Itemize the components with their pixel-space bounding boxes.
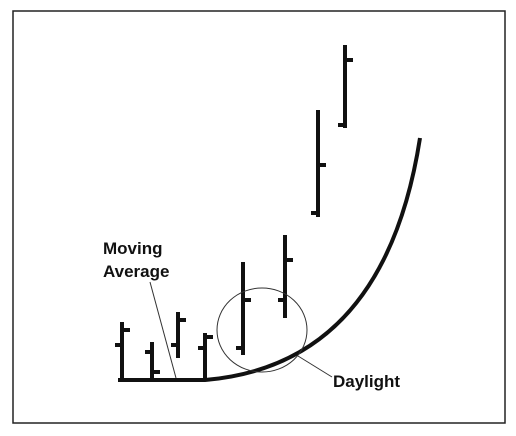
price-bar xyxy=(338,45,353,128)
moving-average-label: Average xyxy=(103,262,169,281)
price-bar xyxy=(236,262,251,355)
price-bar xyxy=(278,235,293,318)
price-bar xyxy=(311,110,326,217)
moving-average-line xyxy=(118,137,422,382)
leader-line xyxy=(149,281,177,379)
daylight-label: Daylight xyxy=(333,372,400,391)
price-bar xyxy=(171,312,186,358)
price-bar xyxy=(115,322,130,382)
price-bar xyxy=(198,333,213,380)
leader-line xyxy=(297,355,333,378)
price-bar xyxy=(145,342,160,382)
price-bars xyxy=(115,45,353,382)
daylight-circle xyxy=(216,287,308,373)
frame xyxy=(12,10,506,424)
moving-average-label: Moving xyxy=(103,239,163,258)
